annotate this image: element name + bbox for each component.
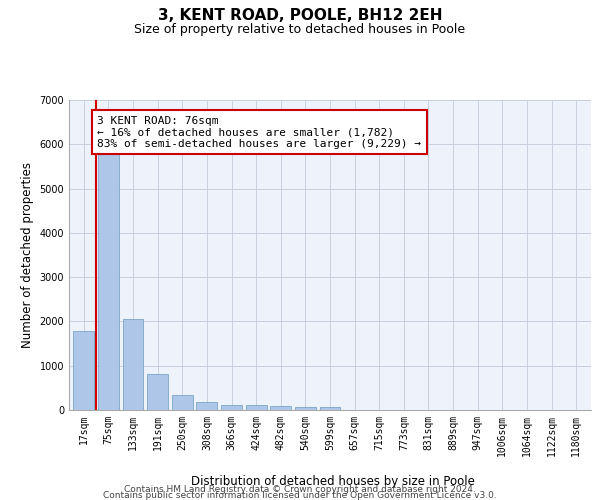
Bar (73, 331, 94, 410)
Text: Contains HM Land Registry data © Crown copyright and database right 2024.: Contains HM Land Registry data © Crown c… (124, 485, 476, 494)
Bar (122, 319, 143, 410)
Bar (172, 395, 193, 410)
Bar (245, 406, 266, 410)
Bar (320, 407, 340, 410)
Bar (221, 405, 242, 410)
Bar (196, 402, 217, 410)
Bar (147, 374, 168, 410)
Bar (270, 406, 291, 410)
Y-axis label: Number of detached properties: Number of detached properties (21, 162, 34, 348)
Text: Size of property relative to detached houses in Poole: Size of property relative to detached ho… (134, 22, 466, 36)
Text: Contains public sector information licensed under the Open Government Licence v3: Contains public sector information licen… (103, 490, 497, 500)
Text: 3, KENT ROAD, POOLE, BH12 2EH: 3, KENT ROAD, POOLE, BH12 2EH (158, 8, 442, 22)
Bar (295, 407, 316, 410)
Bar (98, 153, 119, 410)
Text: Distribution of detached houses by size in Poole: Distribution of detached houses by size … (191, 474, 475, 488)
Text: 3 KENT ROAD: 76sqm
← 16% of detached houses are smaller (1,782)
83% of semi-deta: 3 KENT ROAD: 76sqm ← 16% of detached hou… (97, 116, 421, 148)
